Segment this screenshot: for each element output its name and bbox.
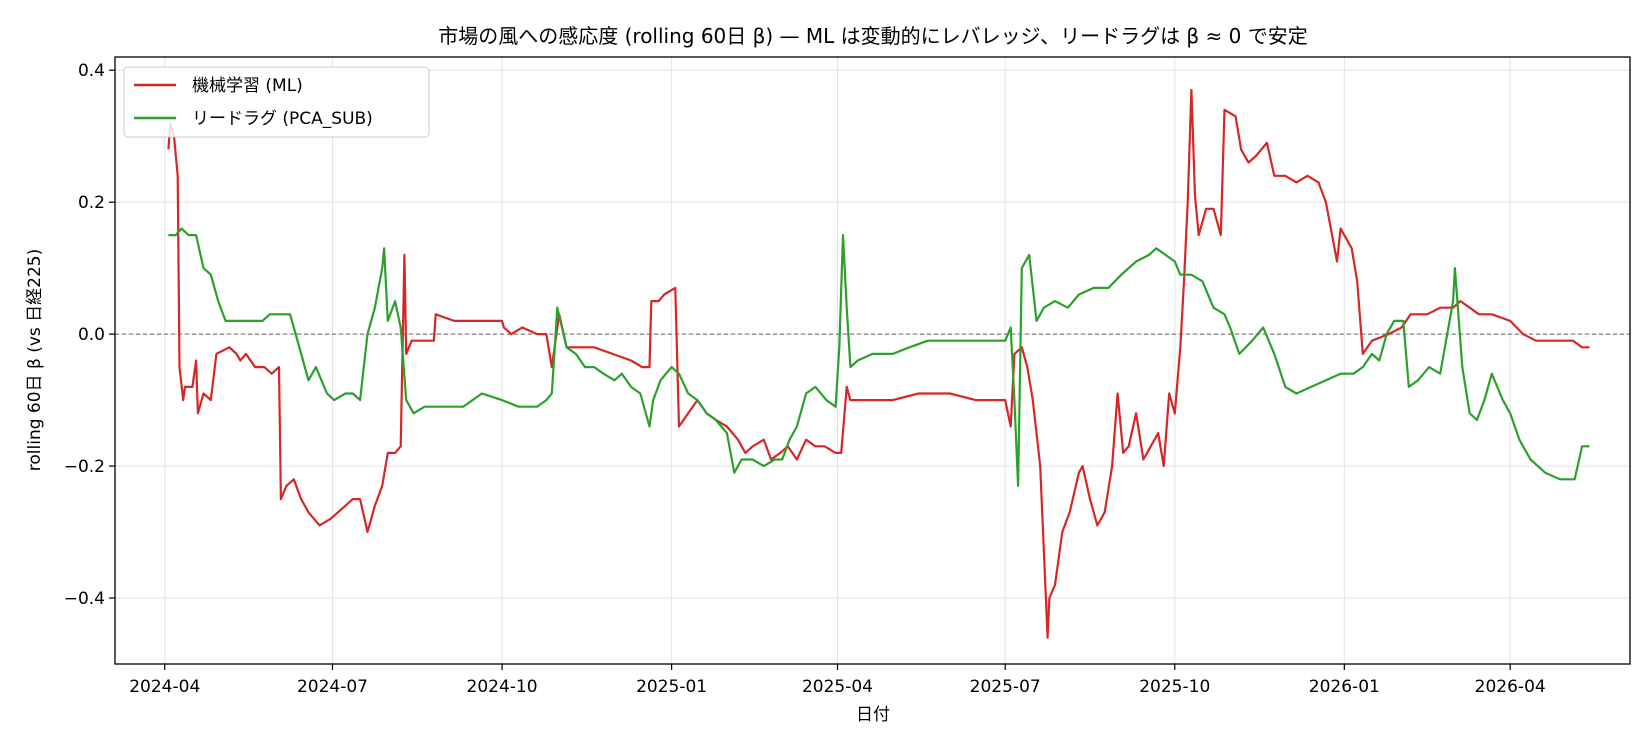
x-tick-label: 2025-07 bbox=[970, 677, 1041, 697]
y-tick-label: 0.2 bbox=[78, 193, 105, 213]
x-tick-label: 2024-07 bbox=[297, 677, 368, 697]
y-tick-label: 0.4 bbox=[78, 61, 105, 81]
x-tick-label: 2024-04 bbox=[129, 677, 200, 697]
x-tick-label: 2024-10 bbox=[467, 677, 538, 697]
legend-box bbox=[123, 66, 430, 138]
x-axis-label: 日付 bbox=[856, 705, 890, 725]
plot-frame bbox=[114, 56, 1631, 665]
legend-label-ml: 機械学習 (ML) bbox=[192, 76, 303, 96]
series-line-pca-sub bbox=[168, 227, 1590, 487]
chart-title: 市場の風への感応度 (rolling 60日 β) — ML は変動的にレバレッ… bbox=[438, 24, 1308, 48]
x-tick-label: 2026-01 bbox=[1309, 677, 1380, 697]
x-tick-label: 2025-10 bbox=[1139, 677, 1210, 697]
legend-label-pca-sub: リードラグ (PCA_SUB) bbox=[192, 109, 373, 129]
ticks-layer: 0.4 0.2 0.0 −0.2 −0.4 2024-04 2024-07 2024-10 20… bbox=[64, 61, 1546, 697]
grid-layer bbox=[115, 57, 1630, 664]
series-line-ml bbox=[167, 88, 1590, 639]
legend: 機械学習 (ML) リードラグ (PCA_SUB) bbox=[123, 66, 430, 138]
x-tick-label: 2025-04 bbox=[802, 677, 873, 697]
y-tick-label: −0.4 bbox=[64, 589, 105, 609]
y-axis-label: rolling 60日 β (vs 日経225) bbox=[25, 249, 45, 471]
x-tick-label: 2025-01 bbox=[636, 677, 707, 697]
y-tick-label: 0.0 bbox=[78, 325, 105, 345]
x-tick-label: 2026-04 bbox=[1475, 677, 1546, 697]
series-layer bbox=[167, 88, 1590, 639]
y-tick-label: −0.2 bbox=[64, 457, 105, 477]
